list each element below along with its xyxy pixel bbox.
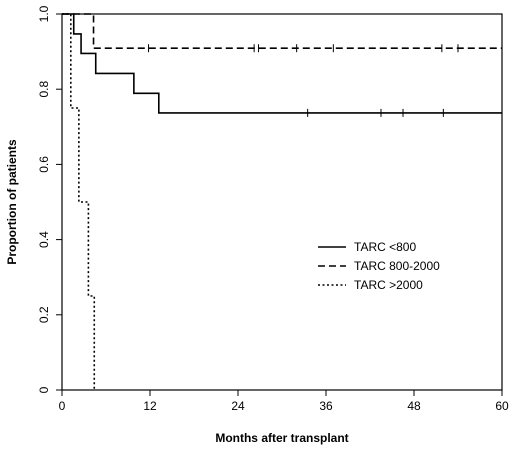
x-axis: 0 12 24 36 48 60 [59, 390, 509, 413]
legend-label-2: TARC 800-2000 [354, 259, 440, 273]
x-tick-label: 0 [59, 399, 66, 413]
legend-label-3: TARC >2000 [354, 278, 423, 292]
plot-frame [61, 13, 503, 391]
x-tick-label: 12 [143, 399, 157, 413]
y-tick-label: 1.0 [37, 5, 51, 22]
y-tick-label: 0.4 [37, 231, 51, 248]
x-tick-label: 36 [319, 399, 333, 413]
legend: TARC <800 TARC 800-2000 TARC >2000 [318, 240, 440, 292]
y-tick-label: 0.6 [37, 156, 51, 173]
x-axis-title: Months after transplant [215, 431, 348, 445]
series-layer [62, 13, 502, 390]
y-axis-title: Proportion of patients [5, 139, 19, 265]
series-line-1 [62, 13, 502, 114]
y-tick-label: 0.8 [37, 81, 51, 98]
x-tick-label: 48 [407, 399, 421, 413]
y-tick-label: 0 [37, 386, 51, 393]
x-tick-label: 24 [231, 399, 245, 413]
series-line-3 [62, 13, 96, 390]
series-line-2 [62, 13, 502, 50]
y-tick-label: 0.2 [37, 306, 51, 323]
plot-border [61, 13, 503, 391]
legend-label-1: TARC <800 [354, 240, 416, 254]
y-axis: 0 0.2 0.4 0.6 0.8 1.0 [37, 5, 62, 393]
x-tick-label: 60 [495, 399, 509, 413]
